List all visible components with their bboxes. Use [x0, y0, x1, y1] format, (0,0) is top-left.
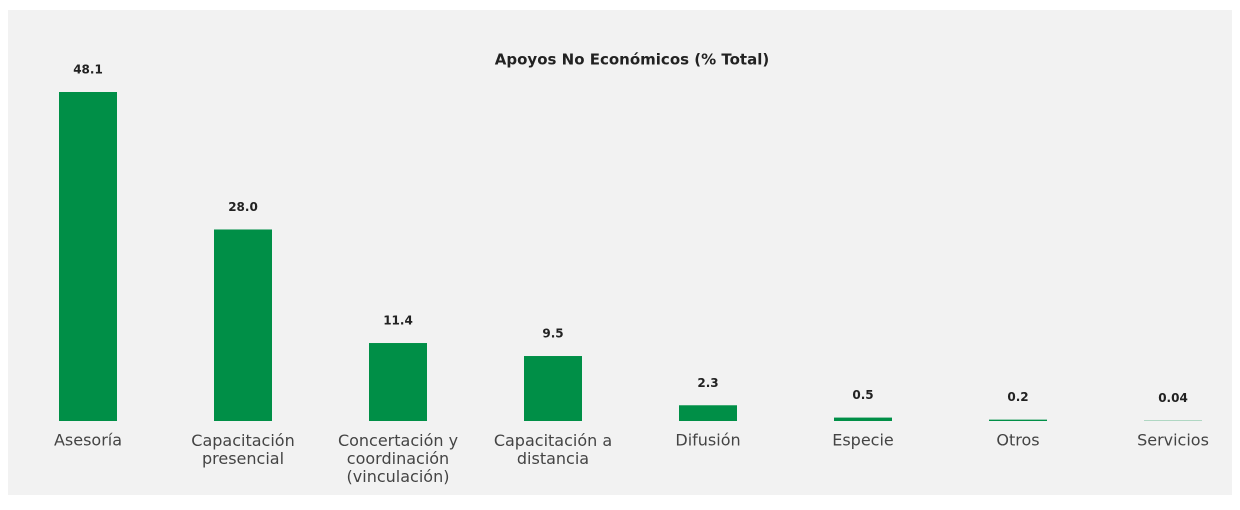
- value-label: 2.3: [697, 376, 718, 390]
- x-tick-label: Asesoría: [54, 431, 122, 450]
- bar: [989, 419, 1047, 421]
- bar: [369, 343, 427, 421]
- value-label: 0.2: [1007, 390, 1028, 404]
- x-tick-label: Servicios: [1137, 431, 1209, 450]
- x-tick-label: Capacitación a distancia: [494, 431, 612, 468]
- value-label: 28.0: [228, 200, 258, 214]
- chart-background: [8, 10, 1232, 495]
- bar: [524, 356, 582, 421]
- x-tick-label: Otros: [996, 431, 1039, 450]
- chart-title: Apoyos No Económicos (% Total): [495, 51, 769, 69]
- x-tick-label: Concertación y coordinación (vinculación): [338, 431, 458, 486]
- bar: [679, 405, 737, 421]
- bar: [834, 417, 892, 421]
- bar: [59, 92, 117, 421]
- value-label: 0.04: [1158, 391, 1188, 405]
- value-label: 9.5: [542, 327, 563, 341]
- value-label: 48.1: [73, 63, 103, 77]
- bar: [214, 229, 272, 421]
- x-tick-label: Difusión: [675, 431, 740, 450]
- value-label: 11.4: [383, 314, 413, 328]
- x-tick-label: Capacitación presencial: [191, 431, 294, 468]
- x-tick-label: Especie: [832, 431, 894, 450]
- value-label: 0.5: [852, 388, 873, 402]
